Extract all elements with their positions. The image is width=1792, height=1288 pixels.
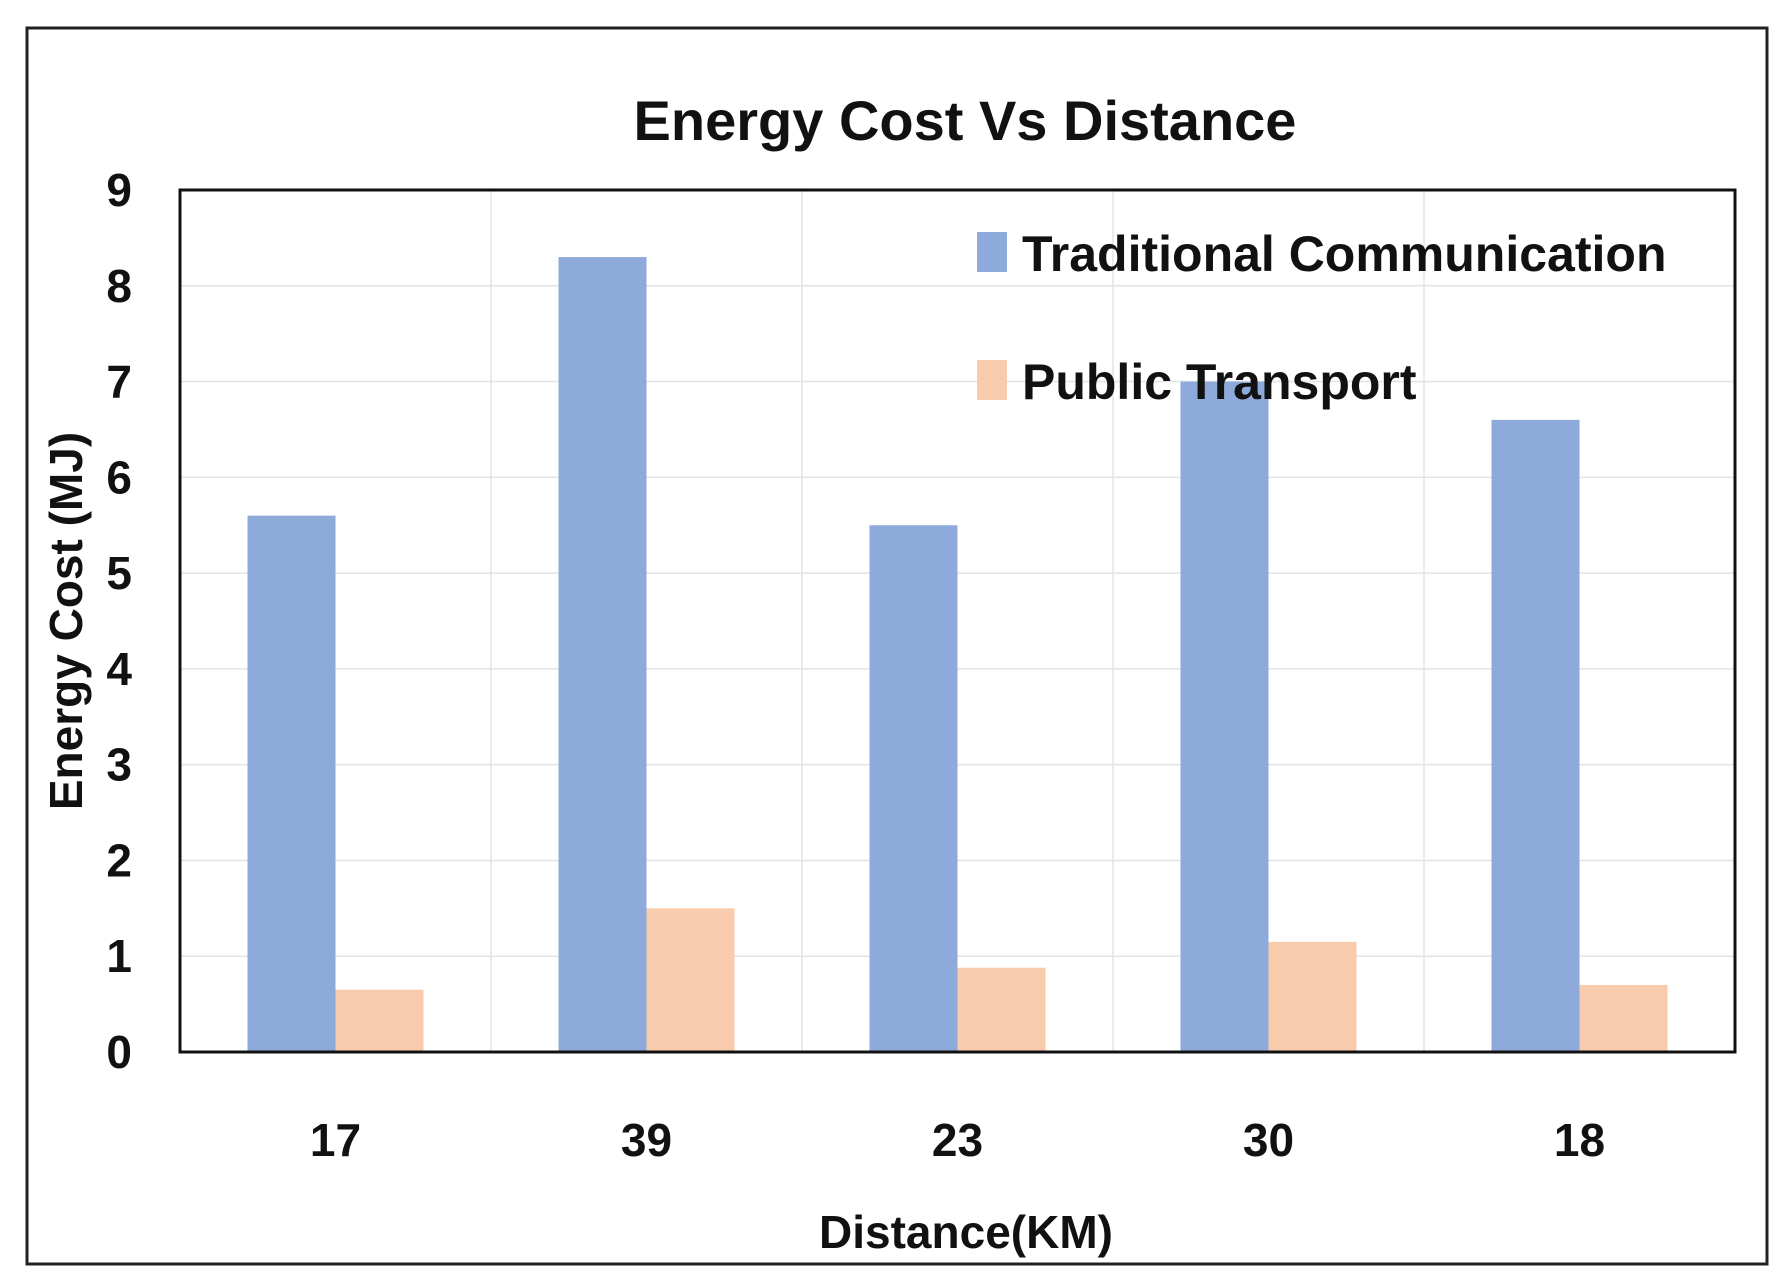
y-axis-label: Energy Cost (MJ) <box>40 432 92 810</box>
y-tick-label: 5 <box>106 547 132 599</box>
y-tick-label: 2 <box>106 834 132 886</box>
bar-public-transport-18 <box>1579 984 1668 1052</box>
y-tick-label: 1 <box>106 930 132 982</box>
x-tick-label: 18 <box>1554 1114 1605 1166</box>
y-tick-label: 3 <box>106 739 132 791</box>
y-tick-label: 9 <box>106 164 132 216</box>
x-tick-label: 17 <box>310 1114 361 1166</box>
bar-traditional-communication-39 <box>558 257 647 1052</box>
bar-traditional-communication-30 <box>1180 381 1269 1052</box>
x-tick-label: 23 <box>932 1114 983 1166</box>
x-tick-label: 30 <box>1243 1114 1294 1166</box>
legend: Traditional Communication Public Transpo… <box>977 226 1666 410</box>
chart-title: Energy Cost Vs Distance <box>634 89 1297 152</box>
x-axis-ticks: 17 39 23 30 18 <box>310 1114 1605 1166</box>
legend-label-public-transport: Public Transport <box>1022 354 1417 410</box>
y-tick-label: 8 <box>106 260 132 312</box>
plot-area-border <box>178 188 1737 1054</box>
legend-swatch-traditional-communication <box>977 232 1007 272</box>
bar-public-transport-39 <box>646 908 735 1052</box>
bar-public-transport-17 <box>335 989 424 1052</box>
y-axis-ticks: 0 1 2 3 4 5 6 7 8 9 <box>106 164 132 1078</box>
legend-label-traditional-communication: Traditional Communication <box>1022 226 1666 282</box>
y-tick-label: 0 <box>106 1026 132 1078</box>
bar-traditional-communication-18 <box>1491 419 1580 1052</box>
bar-traditional-communication-17 <box>247 515 336 1052</box>
bars <box>247 257 1668 1052</box>
x-tick-label: 39 <box>621 1114 672 1166</box>
bar-public-transport-23 <box>957 967 1046 1052</box>
y-tick-label: 4 <box>106 643 132 695</box>
y-tick-label: 6 <box>106 451 132 503</box>
y-tick-label: 7 <box>106 356 132 408</box>
bar-traditional-communication-23 <box>869 525 958 1052</box>
bar-public-transport-30 <box>1268 941 1357 1052</box>
gridlines <box>180 190 1735 1052</box>
legend-swatch-public-transport <box>977 360 1007 400</box>
x-axis-label: Distance(KM) <box>819 1206 1113 1258</box>
